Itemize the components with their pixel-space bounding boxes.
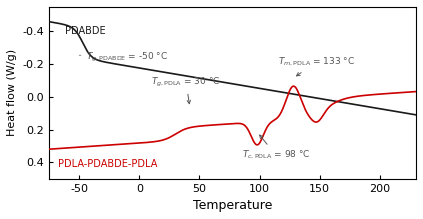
Text: $T_{g,\mathrm{PDLA}}$ = 30 °C: $T_{g,\mathrm{PDLA}}$ = 30 °C	[151, 76, 221, 104]
Text: $T_{g,\mathrm{PDABDE}}$ = -50 °C: $T_{g,\mathrm{PDABDE}}$ = -50 °C	[79, 51, 169, 64]
Text: PDLA-PDABDE-PDLA: PDLA-PDABDE-PDLA	[58, 159, 157, 169]
Y-axis label: Heat flow (W/g): Heat flow (W/g)	[7, 49, 17, 136]
Text: $T_{c,\mathrm{PDLA}}$ = 98 °C: $T_{c,\mathrm{PDLA}}$ = 98 °C	[242, 135, 310, 161]
Text: $T_{m,\mathrm{PDLA}}$ = 133 °C: $T_{m,\mathrm{PDLA}}$ = 133 °C	[277, 56, 355, 76]
X-axis label: Temperature: Temperature	[193, 199, 272, 212]
Text: PDABDE: PDABDE	[65, 26, 105, 37]
